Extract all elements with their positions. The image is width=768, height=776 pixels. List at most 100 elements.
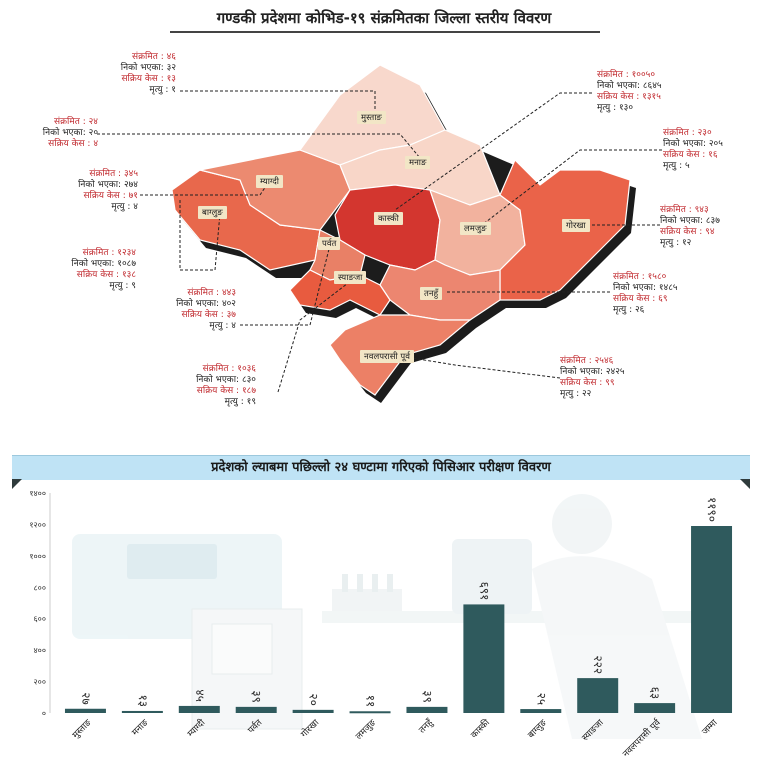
- stat-syangja-active: सक्रिय केस : १८७: [196, 386, 256, 396]
- stat-nawalparasi-active: सक्रिय केस : ९९: [560, 378, 615, 388]
- bar-value-label: ६३: [648, 687, 662, 699]
- y-tick-label: ०: [42, 709, 46, 718]
- map-tag-parbat: पर्वत: [318, 237, 341, 250]
- y-tick-label: १०००: [29, 552, 46, 561]
- stat-gorkha: संक्रमित : ९४३ निको भएका: ८३७ सक्रिय केस…: [660, 205, 720, 249]
- bar-0[interactable]: [64, 708, 106, 713]
- bar-value-label: १३: [136, 694, 150, 706]
- x-tick-label: बाग्लुङ: [526, 718, 549, 741]
- map-tag-mustang: मुस्ताङ: [357, 111, 386, 124]
- corner-left: [12, 479, 22, 489]
- map-tag-kaski: कास्की: [374, 212, 403, 225]
- stat-parbat-infected: संक्रमित : ४४३: [187, 288, 236, 298]
- bar-3[interactable]: [235, 706, 277, 713]
- bar-11[interactable]: [691, 526, 733, 713]
- bar-8[interactable]: [520, 709, 562, 713]
- bar-value-label: २२२: [591, 655, 605, 674]
- stat-baglung-death: मृत्यु : ९: [109, 281, 136, 291]
- map-tag-manang: मनाङ: [405, 156, 431, 169]
- stat-nawalparasi-death: मृत्यु : २२: [560, 389, 592, 399]
- bar-value-label: ३९: [420, 690, 434, 702]
- stat-lamjung-death: मृत्यु : ५: [663, 161, 690, 171]
- map-tag-myagdi: म्याग्दी: [256, 175, 283, 188]
- stat-syangja-infected: संक्रमित : १०३६: [202, 364, 256, 374]
- stat-parbat-death: मृत्यु : ४: [209, 321, 236, 331]
- bar-value-label: ११९०: [705, 497, 719, 522]
- corner-right: [740, 479, 750, 489]
- map-tag-lamjung: लमजुङ: [460, 222, 491, 235]
- x-tick-label: मुस्ताङ: [71, 718, 94, 741]
- y-tick-label: ८००: [34, 583, 46, 592]
- gandaki-map: [97, 64, 662, 403]
- stat-parbat-recovered: निको भएका: ४०२: [176, 299, 236, 309]
- district-myagdi[interactable]: [199, 149, 351, 231]
- bar-6[interactable]: [406, 706, 448, 713]
- stat-tanahun-recovered: निको भएका: १४८५: [613, 283, 678, 293]
- map-tag-baglung: बाग्लुङ: [198, 206, 227, 219]
- stat-syangja-death: मृत्यु : १९: [224, 397, 256, 407]
- bar-10[interactable]: [634, 703, 676, 713]
- lab-background-illustration: [72, 494, 732, 739]
- stat-tanahun-infected: संक्रमित : १५८०: [613, 272, 667, 282]
- stat-gorkha-recovered: निको भएका: ८३७: [660, 216, 720, 226]
- bar-1[interactable]: [121, 710, 163, 713]
- bar-9[interactable]: [577, 678, 619, 713]
- stat-tanahun: संक्रमित : १५८० निको भएका: १४८५ सक्रिय क…: [613, 272, 678, 316]
- x-tick-label: तनहुँ: [416, 716, 436, 736]
- stat-lamjung: संक्रमित : २३० निको भएका: २०५ सक्रिय केस…: [663, 128, 723, 172]
- stat-kaski-infected: संक्रमित : १००५०: [597, 70, 655, 80]
- title-underline: [170, 31, 600, 33]
- stat-lamjung-infected: संक्रमित : २३०: [663, 128, 712, 138]
- map-title: गण्डकी प्रदेशमा कोभिड-१९ संक्रमितका जिल्…: [216, 9, 552, 27]
- stat-syangja: संक्रमित : १०३६ निको भएका: ८३० सक्रिय के…: [196, 364, 256, 408]
- chart-banner: प्रदेशको ल्याबमा पछिल्लो २४ घण्टामा गरिए…: [12, 455, 750, 480]
- stat-kaski-active: सक्रिय केस : १३१५: [597, 92, 661, 102]
- map-tag-syangja: स्याङजा: [334, 271, 367, 284]
- stat-myagdi-infected: संक्रमित : ३४५: [89, 169, 138, 179]
- bar-2[interactable]: [178, 705, 220, 713]
- stat-mustang-active: सक्रिय केस : १३: [121, 74, 176, 84]
- stat-manang-infected: संक्रमित : २४: [54, 117, 98, 127]
- stat-baglung-active: सक्रिय केस : १३८: [76, 270, 136, 280]
- stat-baglung-recovered: निको भएका: १०८७: [71, 259, 136, 269]
- bar-4[interactable]: [292, 709, 334, 713]
- bar-value-label: २०: [307, 693, 321, 705]
- map-tag-nawalparasi: नवलपरासी पूर्व: [360, 350, 414, 363]
- leader-lines: [97, 90, 662, 393]
- bar-value-label: ६९१: [477, 582, 491, 601]
- stat-syangja-recovered: निको भएका: ८३०: [196, 375, 256, 385]
- stat-mustang: संक्रमित : ४६ निको भएका: ३२ सक्रिय केस :…: [121, 52, 176, 96]
- stat-lamjung-recovered: निको भएका: २०५: [663, 139, 723, 149]
- stat-mustang-death: मृत्यु : १: [149, 85, 176, 95]
- stat-gorkha-active: सक्रिय केस : ९४: [660, 227, 715, 237]
- y-tick-label: २००: [34, 678, 46, 687]
- y-ticks: ० २०० ४०० ६०० ८०० १००० १२०० १४००: [29, 489, 46, 718]
- stat-myagdi-death: मृत्यु : ४: [111, 202, 138, 212]
- stat-kaski: संक्रमित : १००५० निको भएका: ८६४५ सक्रिय …: [597, 70, 662, 114]
- stat-myagdi-active: सक्रिय केस : ७१: [83, 191, 138, 201]
- y-tick-label: ६००: [34, 615, 46, 624]
- bars: [64, 526, 733, 714]
- bar-5[interactable]: [349, 711, 391, 714]
- stat-parbat-active: सक्रिय केस : ३७: [181, 310, 236, 320]
- stat-mustang-recovered: निको भएका: ३२: [120, 63, 176, 73]
- stat-myagdi-recovered: निको भएका: २७४: [78, 180, 138, 190]
- pcr-bar-chart: ० २०० ४०० ६०० ८०० १००० १२०० १४०० २७ १३ ४५ ३९ २० ११ ३९…: [12, 479, 750, 760]
- x-tick-label: कास्की: [468, 716, 493, 741]
- value-labels: २७ १३ ४५ ३९ २० ११ ३९ ६९१ २५ २२२ ६३ ११९०: [79, 497, 719, 707]
- stat-manang-active: सक्रिय केस : ४: [48, 139, 98, 149]
- map-tag-tanahun: तनहुँ: [420, 287, 443, 300]
- stat-mustang-infected: संक्रमित : ४६: [132, 52, 176, 62]
- stat-baglung: संक्रमित : १२३४ निको भएका: १०८७ सक्रिय क…: [71, 248, 136, 292]
- stat-manang-recovered: निको भएका: २०: [42, 128, 98, 138]
- bar-value-label: ३९: [250, 690, 264, 702]
- x-tick-label: लमजुङ: [354, 718, 378, 742]
- bar-value-label: ४५: [193, 689, 207, 701]
- stat-gorkha-death: मृत्यु : १२: [660, 238, 692, 248]
- stat-nawalparasi-recovered: निको भएका: २४२५: [560, 367, 625, 377]
- stat-baglung-infected: संक्रमित : १२३४: [82, 248, 136, 258]
- stat-parbat: संक्रमित : ४४३ निको भएका: ४०२ सक्रिय केस…: [176, 288, 236, 332]
- x-tick-label: जम्मा: [701, 718, 721, 738]
- bar-value-label: २५: [534, 693, 548, 705]
- bar-7[interactable]: [463, 604, 505, 713]
